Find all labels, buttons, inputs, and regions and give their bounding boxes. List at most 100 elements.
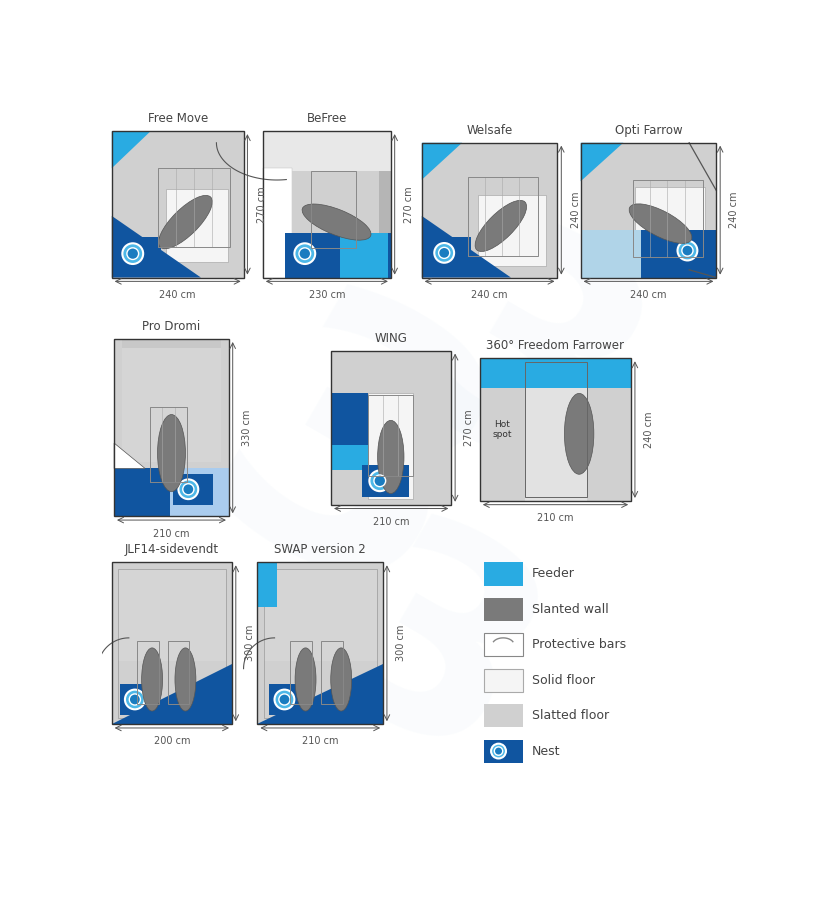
Bar	[468, 177, 537, 256]
Bar	[331, 350, 450, 505]
Circle shape	[274, 689, 294, 709]
Text: 210 cm: 210 cm	[301, 736, 338, 746]
Polygon shape	[111, 664, 232, 724]
Bar	[122, 347, 221, 462]
Bar	[368, 396, 413, 477]
Text: 200 cm: 200 cm	[153, 736, 190, 746]
Text: 240 cm: 240 cm	[159, 290, 196, 300]
Bar	[634, 187, 704, 266]
Bar	[167, 641, 189, 704]
Text: 240 cm: 240 cm	[630, 290, 666, 300]
Circle shape	[438, 248, 450, 259]
Bar	[114, 469, 229, 516]
Bar	[158, 168, 229, 247]
Circle shape	[299, 248, 310, 259]
Bar	[118, 569, 225, 718]
Bar	[264, 569, 377, 718]
Circle shape	[676, 241, 696, 260]
Circle shape	[491, 743, 505, 759]
Bar	[483, 669, 522, 692]
Bar	[120, 684, 160, 714]
Circle shape	[179, 479, 198, 499]
Bar	[580, 230, 716, 278]
Ellipse shape	[474, 200, 526, 251]
Circle shape	[127, 248, 138, 259]
Bar	[111, 562, 232, 724]
Circle shape	[434, 243, 454, 263]
Polygon shape	[257, 664, 382, 724]
Bar	[477, 196, 545, 266]
Text: Feeder: Feeder	[532, 568, 574, 580]
Bar	[257, 562, 382, 724]
Bar	[138, 641, 159, 704]
Text: 330 cm: 330 cm	[242, 409, 251, 446]
Bar	[340, 232, 388, 278]
Text: 210 cm: 210 cm	[153, 529, 189, 539]
Bar	[524, 362, 586, 497]
Circle shape	[681, 245, 692, 256]
Bar	[118, 569, 225, 661]
Polygon shape	[421, 142, 462, 179]
Ellipse shape	[628, 204, 691, 243]
Circle shape	[373, 475, 385, 487]
Bar	[290, 641, 311, 704]
Text: 240 cm: 240 cm	[644, 412, 654, 448]
Polygon shape	[421, 216, 510, 278]
Text: 3: 3	[355, 196, 686, 560]
Text: Protective bars: Protective bars	[532, 638, 625, 651]
Text: Pro Dromi: Pro Dromi	[143, 320, 201, 333]
Bar	[310, 171, 355, 249]
Bar	[331, 350, 450, 505]
Text: SWAP version 2: SWAP version 2	[274, 543, 366, 556]
Bar	[170, 469, 229, 516]
Bar	[483, 704, 522, 727]
Bar	[362, 465, 408, 497]
Bar	[150, 407, 187, 482]
Text: BeFree: BeFree	[306, 112, 346, 125]
Bar	[331, 393, 368, 445]
Bar	[632, 179, 702, 257]
Circle shape	[129, 694, 140, 705]
Bar	[111, 132, 243, 278]
Text: Solid floor: Solid floor	[532, 674, 594, 687]
Text: 210 cm: 210 cm	[373, 517, 409, 527]
Polygon shape	[580, 142, 622, 181]
Ellipse shape	[301, 204, 370, 241]
Ellipse shape	[174, 648, 196, 711]
Circle shape	[183, 484, 193, 495]
Bar	[122, 339, 221, 349]
Text: JLF14-sidevendt: JLF14-sidevendt	[124, 543, 219, 556]
Bar	[331, 445, 368, 470]
Text: 360° Freedom Farrower: 360° Freedom Farrower	[486, 339, 624, 352]
Bar	[483, 598, 522, 621]
Bar	[483, 633, 522, 656]
Bar	[257, 562, 277, 607]
Bar	[640, 230, 716, 278]
Text: Opti Farrow: Opti Farrow	[614, 123, 681, 137]
Text: 230 cm: 230 cm	[308, 290, 345, 300]
Bar	[292, 171, 378, 278]
Bar	[284, 232, 391, 278]
Text: 210 cm: 210 cm	[536, 514, 573, 523]
Text: Free Move: Free Move	[147, 112, 207, 125]
Circle shape	[494, 747, 502, 755]
Ellipse shape	[142, 648, 162, 711]
Bar	[263, 132, 391, 278]
Polygon shape	[111, 132, 151, 168]
Bar	[421, 142, 557, 278]
Bar	[672, 235, 712, 266]
Bar	[264, 569, 377, 661]
Bar	[257, 562, 382, 724]
Bar	[114, 339, 229, 516]
Bar	[165, 189, 228, 262]
Circle shape	[294, 243, 314, 264]
Ellipse shape	[157, 414, 185, 492]
Ellipse shape	[378, 421, 404, 494]
Polygon shape	[111, 216, 201, 278]
Bar	[111, 562, 232, 724]
Bar	[428, 238, 470, 268]
Text: 240 cm: 240 cm	[471, 290, 507, 300]
Circle shape	[369, 470, 390, 491]
Ellipse shape	[563, 394, 593, 474]
Bar	[580, 142, 716, 278]
